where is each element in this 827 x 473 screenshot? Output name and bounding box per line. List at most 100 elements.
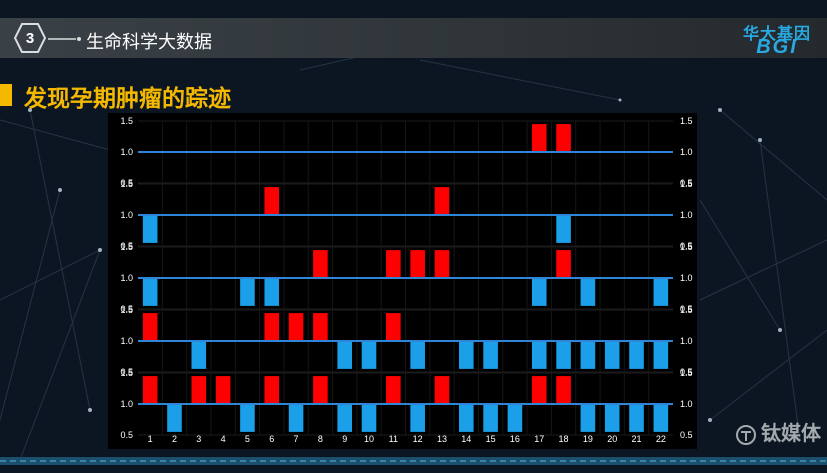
y-tick-label-left: 0.5 [120, 430, 133, 440]
x-tick-label: 13 [437, 434, 447, 444]
loss-bar [653, 404, 669, 432]
gain-bar [531, 376, 547, 404]
gain-bar [191, 376, 207, 404]
section-header-bar: 3 生命科学大数据 华大基因 BGI [0, 18, 827, 58]
gain-bar [531, 124, 547, 152]
x-tick-label: 17 [534, 434, 544, 444]
loss-bar [483, 404, 498, 432]
gain-bar [142, 376, 158, 404]
loss-bar [264, 278, 280, 306]
gain-bar [556, 250, 571, 278]
title-accent-bar [0, 84, 12, 106]
loss-bar [507, 404, 523, 432]
copy-number-chart: 1.5 1.51.0 1.00.5 0.51.5 1.51.0 1.00.5 0.51.5 1… [108, 113, 697, 449]
gain-bar [313, 250, 328, 278]
loss-bar [653, 278, 669, 306]
gain-bar [215, 376, 231, 404]
x-tick-label: 5 [245, 434, 250, 444]
loss-bar [240, 404, 255, 432]
y-tick-label-left: 0.5 [120, 367, 133, 377]
x-tick-label: 21 [632, 434, 642, 444]
loss-bar [142, 278, 158, 306]
loss-bar [580, 341, 596, 369]
x-tick-label: 6 [269, 434, 274, 444]
x-tick-label: 9 [342, 434, 347, 444]
y-tick-label-left: 1.0 [120, 210, 133, 220]
loss-bar [361, 404, 377, 432]
y-tick-label-right: 1.0 [680, 399, 693, 409]
gain-bar [264, 187, 280, 215]
y-tick-label-left: 1.0 [120, 147, 133, 157]
y-tick-label-right: 1.0 [680, 273, 693, 283]
loss-bar [459, 341, 474, 369]
gain-bar [386, 250, 401, 278]
logo-text-cn: 华大基因 [742, 24, 811, 43]
loss-bar [604, 341, 620, 369]
x-tick-label: 18 [559, 434, 569, 444]
watermark-text: 钛媒体 [761, 421, 821, 445]
loss-bar [629, 341, 644, 369]
loss-bar [653, 341, 669, 369]
loss-bar [604, 404, 620, 432]
y-tick-label-left: 1.5 [120, 116, 133, 126]
loss-bar [240, 278, 255, 306]
y-tick-label-right: 0.5 [680, 304, 693, 314]
x-tick-label: 1 [148, 434, 153, 444]
y-tick-label-right: 1.0 [680, 210, 693, 220]
gain-bar [313, 313, 328, 341]
gain-bar [386, 376, 401, 404]
y-tick-label-right: 1.5 [680, 305, 693, 315]
gain-bar [434, 250, 450, 278]
y-tick-label-right: 1.0 [680, 336, 693, 346]
y-tick-label-right: 0.5 [680, 178, 693, 188]
y-tick-label-right: 1.5 [680, 179, 693, 189]
gain-bar [288, 313, 304, 341]
y-tick-label-right: 1.5 [680, 116, 693, 126]
loss-bar [580, 404, 596, 432]
loss-bar [410, 341, 425, 369]
loss-bar [580, 278, 596, 306]
x-tick-label: 15 [486, 434, 496, 444]
y-tick-label-right: 0.5 [680, 367, 693, 377]
logo-text-en: BGI [756, 36, 798, 58]
footer-pattern [0, 457, 827, 465]
x-tick-label: 20 [607, 434, 617, 444]
x-tick-label: 3 [196, 434, 201, 444]
x-tick-label: 11 [389, 434, 398, 444]
x-tick-label: 2 [172, 434, 177, 444]
x-tick-label: 14 [461, 434, 471, 444]
y-tick-label-left: 1.5 [120, 242, 133, 252]
gain-bar [410, 250, 425, 278]
y-tick-label-left: 0.5 [120, 304, 133, 314]
loss-bar [556, 215, 571, 243]
loss-bar [629, 404, 644, 432]
tmt-logo-icon [736, 424, 756, 445]
y-tick-label-left: 0.5 [120, 241, 133, 251]
loss-bar [167, 404, 182, 432]
loss-bar [337, 341, 352, 369]
x-tick-label: 19 [583, 434, 593, 444]
y-tick-label-left: 1.0 [120, 336, 133, 346]
x-tick-label: 8 [318, 434, 323, 444]
loss-bar [531, 341, 547, 369]
y-tick-label-left: 1.0 [120, 399, 133, 409]
y-tick-label-left: 1.5 [120, 368, 133, 378]
gain-bar [264, 376, 280, 404]
loss-bar [142, 215, 158, 243]
y-tick-label-right: 1.5 [680, 242, 693, 252]
x-tick-label: 22 [656, 434, 666, 444]
connector-line [48, 37, 81, 41]
x-tick-label: 10 [364, 434, 374, 444]
gain-bar [434, 376, 450, 404]
gain-bar [142, 313, 158, 341]
gain-bar [556, 376, 571, 404]
loss-bar [410, 404, 425, 432]
y-tick-label-left: 1.5 [120, 305, 133, 315]
loss-bar [361, 341, 377, 369]
x-tick-label: 16 [510, 434, 520, 444]
bgi-logo: 华大基因 BGI [739, 20, 815, 58]
y-tick-label-left: 1.5 [120, 179, 133, 189]
loss-bar [288, 404, 304, 432]
watermark: 钛媒体 [735, 417, 821, 446]
loss-bar [531, 278, 547, 306]
